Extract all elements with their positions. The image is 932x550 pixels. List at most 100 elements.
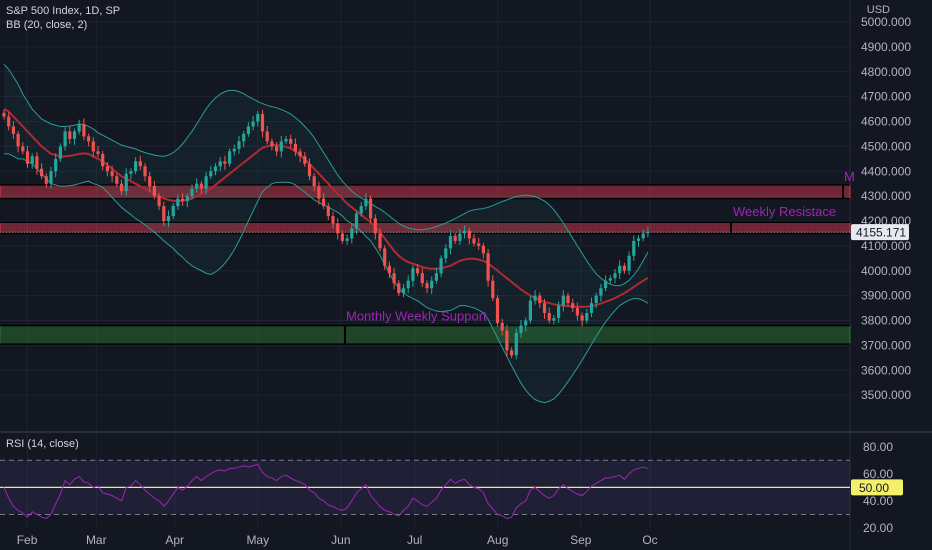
- candle-body: [16, 133, 20, 147]
- candle-body: [510, 350, 514, 356]
- candle-body: [176, 198, 180, 207]
- candle-body: [30, 156, 34, 164]
- candle-body: [646, 232, 650, 234]
- candle-body: [237, 141, 241, 149]
- price-tick-label: 3600.000: [861, 363, 911, 377]
- candle-body: [129, 171, 133, 174]
- bb-indicator-label: BB (20, close, 2): [6, 19, 88, 31]
- candle-body: [35, 156, 39, 169]
- time-tick-label: May: [246, 533, 269, 547]
- rsi-tick-label: 60.00: [863, 467, 893, 481]
- candle-body: [416, 268, 420, 274]
- candle-body: [434, 273, 438, 281]
- candle-body: [538, 295, 542, 304]
- rsi-label: RSI (14, close): [6, 438, 79, 450]
- price-tick-label: 4000.000: [861, 264, 911, 278]
- time-tick-label: Jun: [331, 533, 350, 547]
- candle-body: [411, 268, 415, 281]
- candle-body: [124, 173, 128, 192]
- candle-body: [336, 223, 340, 234]
- candle-body: [77, 123, 81, 132]
- candle-body: [228, 151, 232, 164]
- candle-body: [425, 283, 429, 289]
- candle-body: [463, 230, 467, 234]
- candle-body: [557, 305, 561, 319]
- candle-body: [373, 218, 377, 234]
- candle-body: [166, 216, 171, 221]
- candle-body: [148, 176, 152, 187]
- candle-body: [25, 151, 30, 164]
- price-tick-label: 4300.000: [861, 189, 911, 203]
- rsi-line: [3, 463, 649, 520]
- candle-body: [448, 235, 453, 249]
- candle-body: [444, 248, 448, 259]
- candle-body: [618, 265, 622, 274]
- candle-body: [110, 171, 114, 177]
- candle-body: [350, 228, 354, 239]
- candle-body: [364, 198, 368, 207]
- candle-body: [134, 161, 138, 172]
- candle-body: [7, 116, 11, 127]
- rsi-pane: [0, 459, 850, 520]
- candle-body: [162, 206, 166, 221]
- candle-body: [190, 188, 194, 197]
- candle-body: [115, 176, 119, 184]
- candle-body: [369, 198, 373, 219]
- candle-body: [354, 213, 359, 229]
- candle-body: [491, 280, 495, 299]
- time-tick-label: Apr: [165, 533, 184, 547]
- currency-label: USD: [866, 4, 890, 16]
- candle-body: [303, 156, 307, 164]
- candle-body: [49, 171, 53, 184]
- rsi-legend: RSI (14, close): [6, 437, 79, 451]
- candle-body: [486, 253, 490, 281]
- candle-body: [340, 233, 344, 241]
- candle-body: [58, 146, 62, 159]
- candle-body: [105, 166, 109, 172]
- candle-body: [181, 198, 185, 202]
- price-tick-label: 4100.000: [861, 239, 911, 253]
- candle-body: [622, 265, 626, 271]
- zone-rect: [0, 324, 851, 345]
- candle-body: [481, 245, 485, 254]
- candle-body: [63, 131, 67, 147]
- candle-body: [453, 235, 457, 241]
- candle-body: [589, 303, 594, 314]
- last-price-badge: [851, 224, 909, 241]
- candle-body: [152, 186, 156, 197]
- price-tick-label: 4800.000: [861, 65, 911, 79]
- candle-body: [223, 161, 227, 164]
- candle-body: [143, 166, 147, 177]
- candle-body: [298, 151, 302, 157]
- candle-body: [91, 141, 95, 152]
- candle-body: [378, 233, 382, 249]
- price-tick-label: 4400.000: [861, 164, 911, 178]
- candle-body: [209, 171, 213, 177]
- candle-body: [594, 295, 598, 304]
- last-price-label: 4155.171: [856, 226, 906, 240]
- candle-body: [213, 166, 218, 172]
- candle-body: [524, 320, 528, 326]
- price-tick-label: 3900.000: [861, 289, 911, 303]
- time-tick-label: Oc: [642, 533, 657, 547]
- candle-body: [331, 216, 335, 224]
- candle-body: [270, 141, 274, 147]
- time-tick-label: Mar: [86, 533, 107, 547]
- candle-body: [552, 318, 556, 321]
- price-tick-label: 3800.000: [861, 314, 911, 328]
- candle-body: [430, 280, 434, 289]
- candle-body: [608, 278, 612, 281]
- main-pane-bg: [0, 0, 850, 432]
- candle-body: [458, 233, 462, 241]
- candle-body: [383, 248, 387, 266]
- chart-legend: S&P 500 Index, 1D, SP BB (20, close, 2): [6, 4, 120, 32]
- candle-body: [101, 153, 105, 167]
- candle-body: [477, 243, 481, 246]
- rsi-tick-label: 20.00: [863, 521, 893, 535]
- candle-body: [420, 273, 424, 284]
- candle-body: [500, 322, 504, 331]
- candle-body: [138, 161, 142, 167]
- candle-body: [256, 114, 260, 122]
- candle-body: [185, 196, 189, 202]
